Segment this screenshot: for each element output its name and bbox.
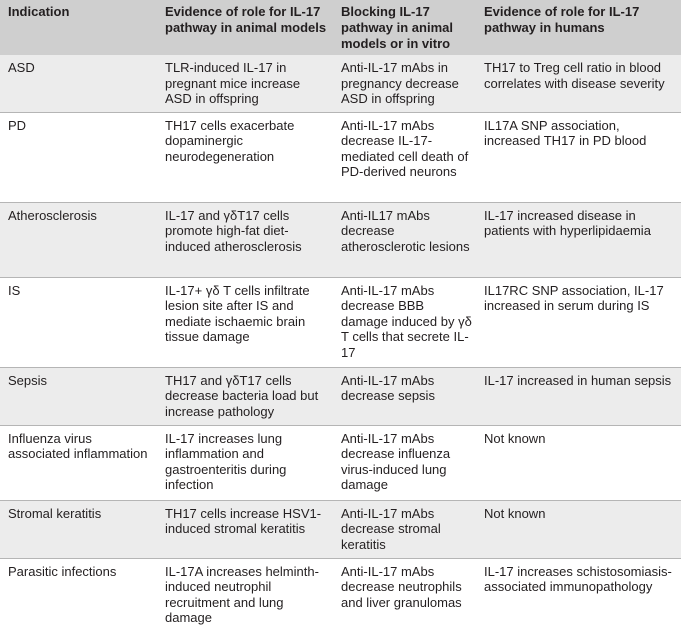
header-blocking: Blocking IL-17 pathway in animal models … — [341, 4, 453, 51]
cell-indication: Sepsis — [0, 366, 157, 425]
table-row: Sepsis TH17 and γδT17 cells decrease bac… — [0, 366, 681, 425]
cell-human: IL17A SNP association, increased TH17 in… — [476, 111, 681, 202]
header-row: Indication Evidence of role for IL-17 pa… — [0, 0, 681, 55]
cell-animal: IL-17 increases lung inflammation and ga… — [157, 424, 333, 500]
cell-human: IL-17 increases schistosomiasis-associat… — [476, 557, 681, 631]
cell-blocking: Anti-IL-17 mAbs decrease neutrophils and… — [333, 557, 476, 631]
cell-blocking: Anti-IL-17 mAbs decrease BBB damage indu… — [333, 276, 476, 367]
cell-blocking: Anti-IL-17 mAbs decrease sepsis — [333, 366, 476, 425]
cell-blocking: Anti-IL-17 mAbs in pregnancy decrease AS… — [341, 60, 459, 106]
cell-human: IL-17 increased in human sepsis — [476, 366, 681, 425]
cell-blocking: Anti-IL-17 mAbs decrease stromal keratit… — [333, 499, 476, 558]
cell-indication: Parasitic infections — [0, 557, 157, 631]
table-row: Atherosclerosis IL-17 and γδT17 cells pr… — [0, 201, 681, 277]
cell-human: IL-17 increased disease in patients with… — [476, 201, 681, 277]
cell-blocking: Anti-IL-17 mAbs decrease influenza virus… — [333, 424, 476, 500]
header-animal-evidence: Evidence of role for IL-17 pathway in an… — [165, 4, 327, 35]
cell-animal: TLR-induced IL-17 in pregnant mice incre… — [165, 60, 301, 106]
table-row: Stromal keratitis TH17 cells increase HS… — [0, 499, 681, 558]
cell-indication: Stromal keratitis — [0, 499, 157, 558]
cell-animal: TH17 cells exacerbate dopaminergic neuro… — [157, 111, 333, 202]
cell-human: Not known — [476, 499, 681, 558]
table-row: Parasitic infections IL-17A increases he… — [0, 557, 681, 631]
cell-indication: IS — [0, 276, 157, 367]
table-row: ASD TLR-induced IL-17 in pregnant mice i… — [0, 55, 681, 112]
table-row: Influenza virus associated inflammation … — [0, 424, 681, 500]
header-human-evidence: Evidence of role for IL-17 pathway in hu… — [484, 4, 640, 35]
cell-human: Not known — [476, 424, 681, 500]
cell-indication: Influenza virus associated inflammation — [0, 424, 157, 500]
cell-blocking: Anti-IL-17 mAbs decrease IL-17-mediated … — [333, 111, 476, 202]
cell-indication: PD — [0, 111, 157, 202]
header-indication: Indication — [8, 4, 70, 19]
cell-animal: IL-17 and γδT17 cells promote high-fat d… — [157, 201, 333, 277]
cell-animal: TH17 and γδT17 cells decrease bacteria l… — [157, 366, 333, 425]
cell-indication: Atherosclerosis — [0, 201, 157, 277]
cell-human: TH17 to Treg cell ratio in blood correla… — [484, 60, 665, 91]
cell-animal: TH17 cells increase HSV1-induced stromal… — [157, 499, 333, 558]
table-row: PD TH17 cells exacerbate dopaminergic ne… — [0, 111, 681, 202]
cell-animal: IL-17A increases helminth-induced neutro… — [157, 557, 333, 631]
table-row: IS IL-17+ γδ T cells infiltrate lesion s… — [0, 276, 681, 367]
cell-animal: IL-17+ γδ T cells infiltrate lesion site… — [157, 276, 333, 367]
cell-indication: ASD — [8, 60, 35, 75]
cell-human: IL17RC SNP association, IL-17 increased … — [476, 276, 681, 367]
cell-blocking: Anti-IL17 mAbs decrease atherosclerotic … — [333, 201, 476, 277]
